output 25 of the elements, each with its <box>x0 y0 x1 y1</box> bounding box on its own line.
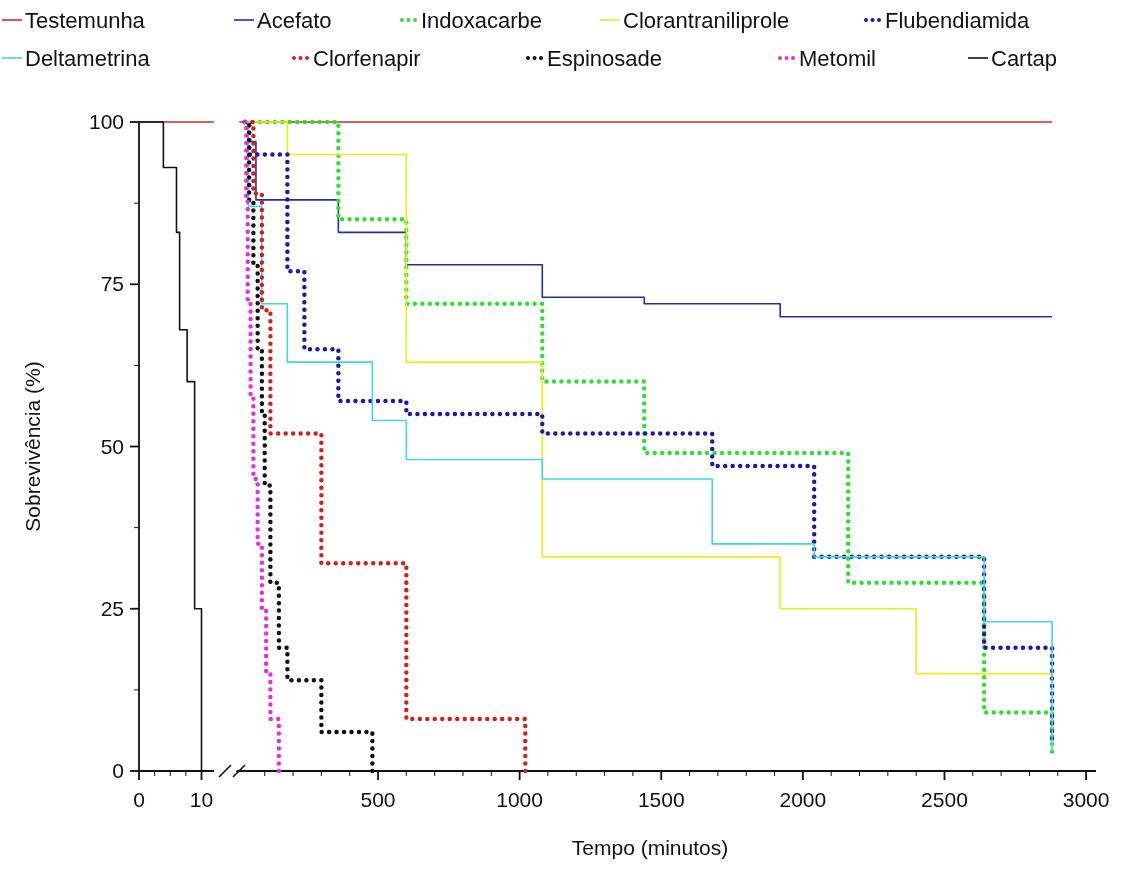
y-axis-title: Sobrevivência (%) <box>21 361 44 532</box>
legend-label: Clorfenapir <box>313 46 421 71</box>
x-tick-label: 1500 <box>637 788 685 811</box>
x-tick-label: 0 <box>133 788 145 811</box>
x-tick-label: 1000 <box>496 788 543 811</box>
legend-label: Clorantraniliprole <box>623 8 790 33</box>
legend-label: Espinosade <box>547 46 662 71</box>
x-tick-label: 3000 <box>1062 788 1110 811</box>
legend-label: Acefato <box>257 8 332 33</box>
x-tick-label: 2500 <box>921 788 968 811</box>
legend-label: Testemunha <box>25 8 146 33</box>
legend-label: Flubendiamida <box>885 8 1031 33</box>
y-tick-label: 100 <box>88 110 124 133</box>
x-tick-label: 10 <box>189 788 214 811</box>
y-tick-label: 50 <box>100 434 124 458</box>
y-tick-label: 75 <box>100 272 124 296</box>
x-axis-title: Tempo (minutos) <box>571 836 729 859</box>
x-tick-label: 500 <box>360 788 396 811</box>
legend-label: Cartap <box>991 46 1058 71</box>
y-tick-label: 25 <box>100 596 124 620</box>
x-tick-label: 2000 <box>779 788 827 811</box>
y-tick-label: 0 <box>112 759 124 782</box>
legend-label: Indoxacarbe <box>421 8 543 33</box>
legend-label: Deltametrina <box>25 46 151 71</box>
legend-label: Metomil <box>799 46 877 71</box>
